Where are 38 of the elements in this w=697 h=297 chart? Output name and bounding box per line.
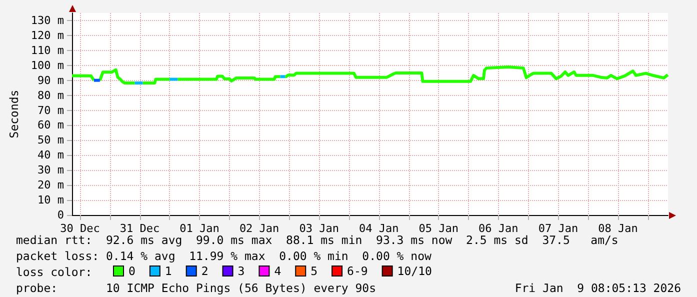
legend-label: 1 [164,264,172,278]
x-tick-label: 05 Jan [418,222,459,235]
text: Fri Jan 9 08:05:13 2026 [514,281,682,295]
y-tick-label: 50 m [38,134,64,147]
y-tick-label: 20 m [38,178,64,192]
y-tick-label: 90 m [38,74,64,87]
x-tick-label: 01 Jan [180,222,220,235]
y-tick-label: 10 m [38,194,64,207]
y-tick-label: 80 m [38,88,64,102]
y-tick-label: 70 m [38,104,64,117]
text: median rtt: 92.6 ms avg 99.0 ms max 88.1 ms min 93.3 ms now 2.5 ms sd 37.5 am/s [16,233,618,247]
x-tick-label: 03 Jan [299,222,339,235]
legend-label: 0 [128,264,136,278]
y-axis-title: Seconds [7,90,21,138]
text: probe: 10 ICMP Echo Pings (56 Bytes) every 90s [16,281,376,295]
legend-label: 5 [310,264,318,278]
y-tick-label: 100 m [30,58,64,72]
y-tick-label: 130 m [30,14,64,27]
y-tick-label: 40 m [38,148,64,162]
x-tick-label: 06 Jan [478,222,518,235]
legend-label: 4 [274,264,282,278]
x-tick-label: 08 Jan [598,222,638,235]
x-tick-label: 04 Jan [358,222,399,235]
legend-title: loss color: [16,265,92,279]
y-tick-label: 120 m [30,28,64,42]
legend-label: 2 [201,264,208,278]
x-tick-label: 30 Dec [60,222,100,235]
y-tick-label: 60 m [38,118,64,132]
x-tick-label: 31 Dec [120,222,160,235]
legend-label: 10/10 [397,264,432,278]
y-tick-label: 0 [57,208,64,222]
x-tick-label: 02 Jan [239,222,280,235]
text: packet loss: 0.14 % avg 11.99 % max 0.00 % min 0.00 % now [16,249,432,263]
x-tick-label: 07 Jan [538,222,578,235]
legend-label: 3 [238,264,245,278]
legend-label: 6-9 [347,264,368,278]
y-tick-label: 30 m [38,164,64,177]
y-tick-label: 110 m [30,44,64,57]
